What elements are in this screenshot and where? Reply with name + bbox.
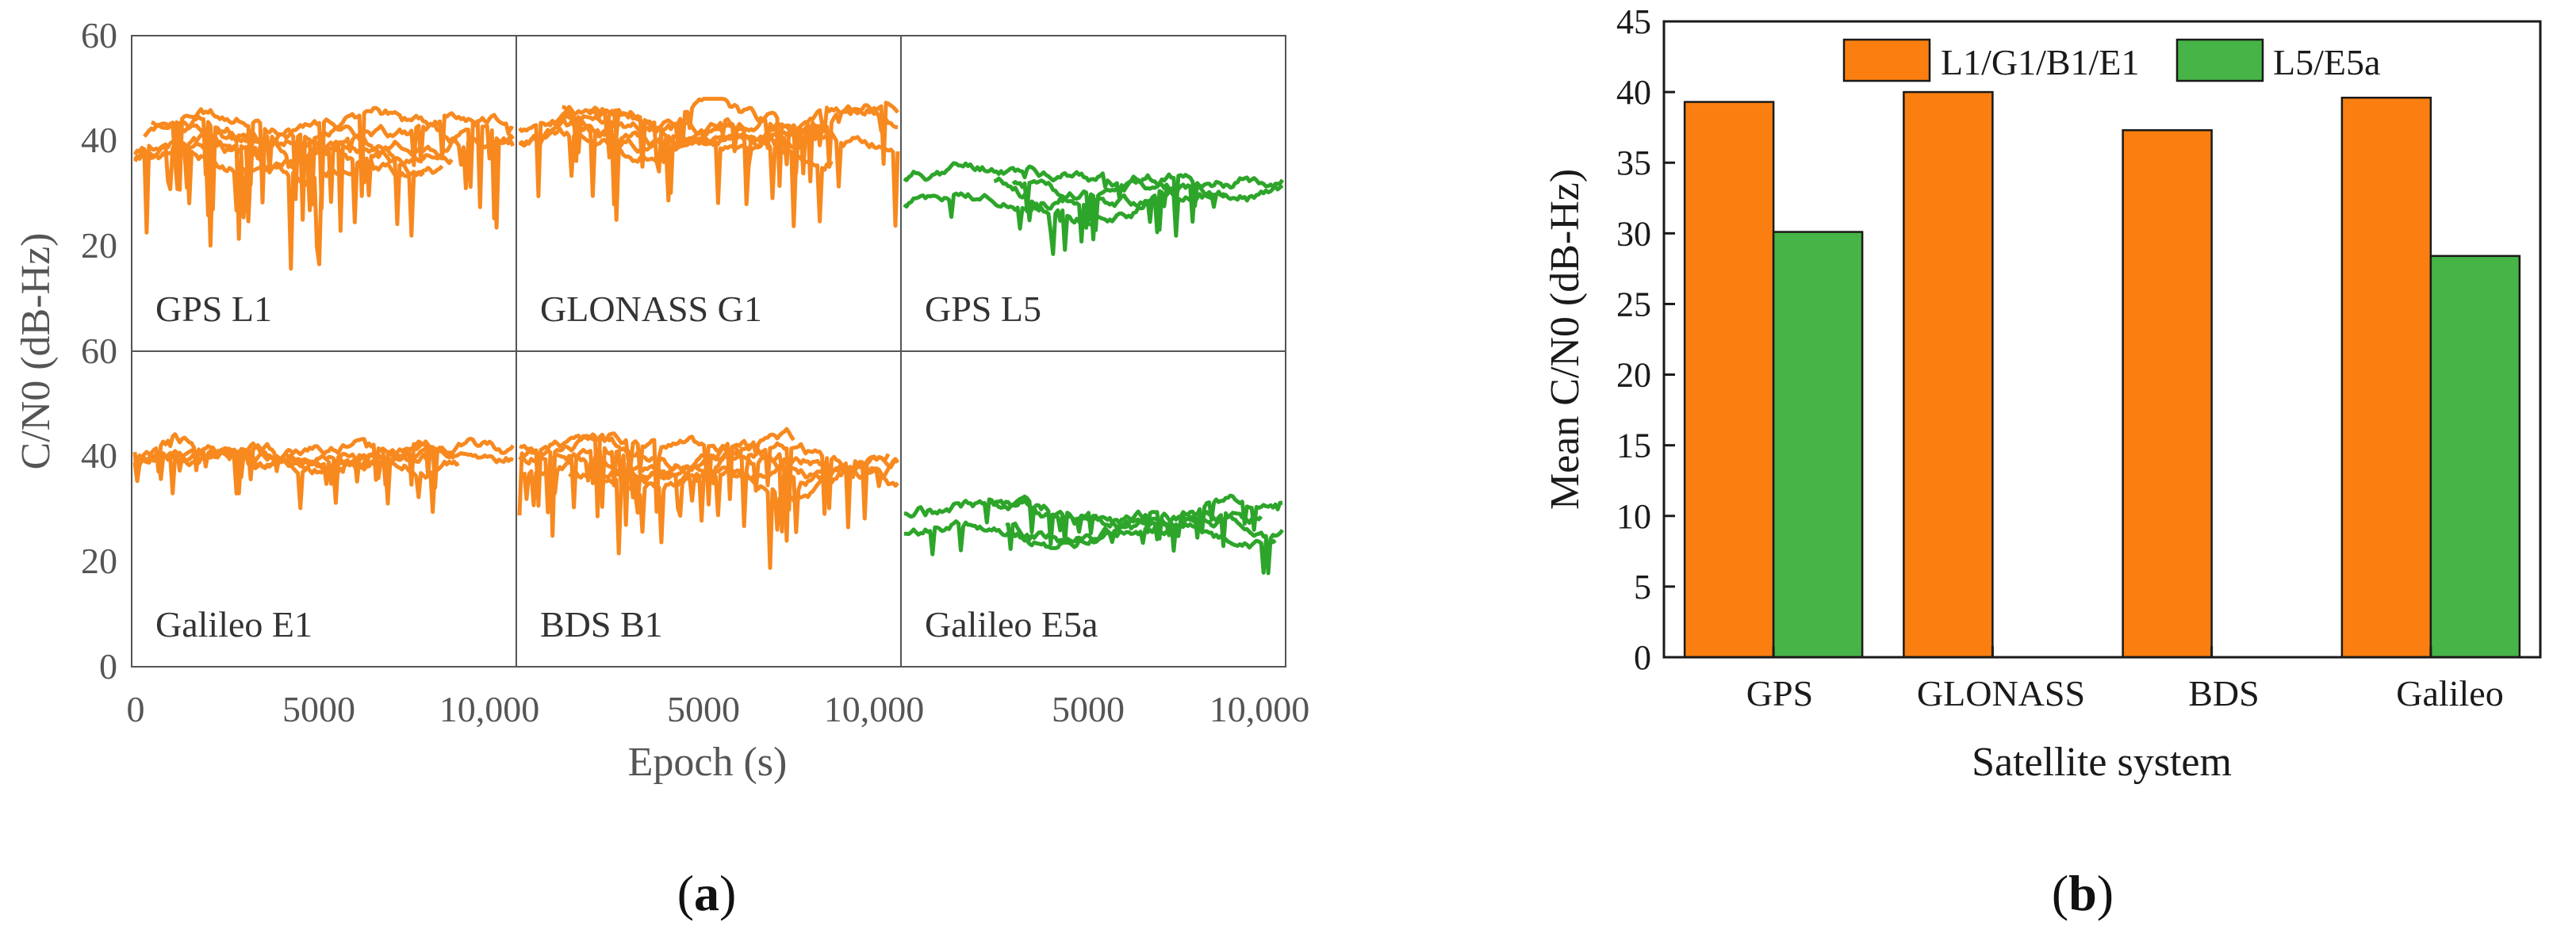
series-line-4-1	[132, 443, 460, 515]
panel-bds-b1-series	[517, 427, 900, 570]
chart-a-xtick-10000-col2: 10,000	[824, 689, 925, 729]
chart-b-ytick-label-0: 0	[1634, 638, 1651, 677]
chart-b-ytick-label-20: 20	[1616, 356, 1651, 395]
chart-b-xtick-gps: GPS	[1746, 673, 1813, 714]
chart-a-ytick-top-60: 60	[81, 15, 117, 55]
panel-label-bds-b1: BDS B1	[540, 604, 663, 645]
series-line-6-4	[1005, 510, 1284, 576]
chart-b-yticks-layer: 0 5 10 15 20 25 30 35 40 45	[1616, 2, 2432, 677]
chart-b-xtick-glonass: GLONASS	[1917, 673, 2085, 714]
chart-a-ytick-bottom-60: 60	[81, 331, 117, 371]
chart-b-xtick-bds: BDS	[2188, 673, 2259, 714]
series-line-1-6	[143, 117, 516, 241]
chart-a-ylabel: C/N0 (dB-Hz)	[13, 233, 59, 470]
panel-galileo-e5a-series	[903, 493, 1284, 576]
series-line-1-2	[174, 107, 514, 233]
bar-galileo-l5	[2429, 254, 2521, 659]
series-line-2-6	[562, 97, 898, 175]
panel-gps-l1-series	[132, 105, 516, 271]
chart-a-xtick-0-col1: 0	[127, 689, 145, 729]
panel-label-glonass-g1: GLONASS G1	[540, 289, 762, 329]
chart-b-xtick-galileo: Galileo	[2396, 673, 2503, 714]
chart-a-ytick-top-20: 20	[81, 225, 117, 266]
chart-a-xtick-10000-col3: 10,000	[1209, 689, 1310, 729]
series-line-5-6	[568, 465, 899, 570]
series-line-2-3	[518, 119, 823, 205]
panel-label-galileo-e1: Galileo E1	[155, 604, 312, 645]
bar-gps-l1	[1683, 101, 1775, 659]
legend-swatch-l1	[1842, 38, 1931, 82]
chart-a-xtick-10000-col1: 10,000	[439, 689, 540, 729]
series-line-6-2	[982, 493, 1282, 535]
caption-b-letter: b	[2068, 865, 2097, 921]
panel-label-gps-l1: GPS L1	[155, 289, 272, 329]
chart-b-ylabel: Mean C/N0 (dB-Hz)	[1543, 169, 1588, 510]
chart-b-ytick-label-35: 35	[1616, 143, 1651, 182]
chart-a: 60 40 20 60 40 20 0 0 5000 10,000 5000 1…	[13, 15, 1309, 785]
series-line-1-1	[132, 130, 444, 238]
series-line-5-5	[518, 442, 891, 543]
chart-b-ytick-label-5: 5	[1634, 568, 1651, 606]
panel-glonass-g1-series	[518, 97, 900, 228]
series-line-6-3	[904, 513, 1277, 560]
panel-galileo-e1-series	[132, 432, 515, 515]
chart-b-ytick-label-15: 15	[1616, 427, 1651, 465]
bar-gps-l5	[1772, 231, 1864, 659]
legend-swatch-l5	[2175, 38, 2264, 82]
chart-a-ytick-top-40: 40	[81, 120, 117, 160]
caption-a: (a)	[677, 865, 737, 921]
chart-b-ytick-label-45: 45	[1616, 2, 1651, 41]
series-line-4-5	[132, 432, 456, 495]
chart-b-ytick-label-40: 40	[1616, 73, 1651, 112]
chart-b: 0 5 10 15 20 25 30 35 40 45 L1/G1/B1/E1 L5/E5a GP…	[1543, 2, 2542, 785]
series-line-2-1	[518, 108, 812, 206]
series-line-2-4	[546, 109, 900, 228]
panel-label-gps-l5: GPS L5	[925, 289, 1041, 329]
series-line-3-3	[903, 186, 1228, 256]
series-line-5-3	[517, 427, 795, 516]
series-line-5-1	[519, 431, 827, 538]
chart-a-xlabel: Epoch (s)	[628, 740, 788, 785]
chart-a-ytick-bottom-20: 20	[81, 541, 117, 581]
chart-a-xtick-5000-col1: 5000	[282, 689, 355, 729]
chart-b-bars-layer	[1683, 90, 2521, 659]
caption-b: (b)	[2051, 865, 2114, 921]
legend-label-l1: L1/G1/B1/E1	[1941, 42, 2139, 82]
bar-glonass-l1	[1903, 90, 1994, 659]
chart-b-legend: L1/G1/B1/E1 L5/E5a	[1842, 38, 2380, 82]
chart-b-frame	[1662, 20, 2542, 659]
series-line-3-4	[993, 172, 1284, 232]
chart-b-ytick-label-30: 30	[1616, 214, 1651, 253]
chart-a-series-layer	[132, 97, 1285, 576]
chart-b-ytick-label-10: 10	[1616, 497, 1651, 536]
panel-label-galileo-e5a: Galileo E5a	[925, 604, 1098, 645]
caption-a-letter: a	[694, 865, 719, 921]
legend-label-l5: L5/E5a	[2273, 42, 2380, 82]
panel-gps-l5-series	[903, 161, 1285, 256]
chart-a-ytick-bottom-0: 0	[99, 646, 117, 687]
chart-a-xtick-5000-col2: 5000	[667, 689, 740, 729]
bar-bds-l1	[2122, 128, 2213, 659]
series-line-2-5	[518, 126, 834, 228]
chart-a-ytick-bottom-40: 40	[81, 435, 117, 476]
chart-b-ytick-label-25: 25	[1616, 285, 1651, 323]
series-line-2-2	[587, 101, 899, 184]
chart-b-xlabel: Satellite system	[1972, 740, 2232, 785]
chart-a-xtick-5000-col3: 5000	[1052, 689, 1125, 729]
bar-galileo-l1	[2340, 96, 2432, 659]
